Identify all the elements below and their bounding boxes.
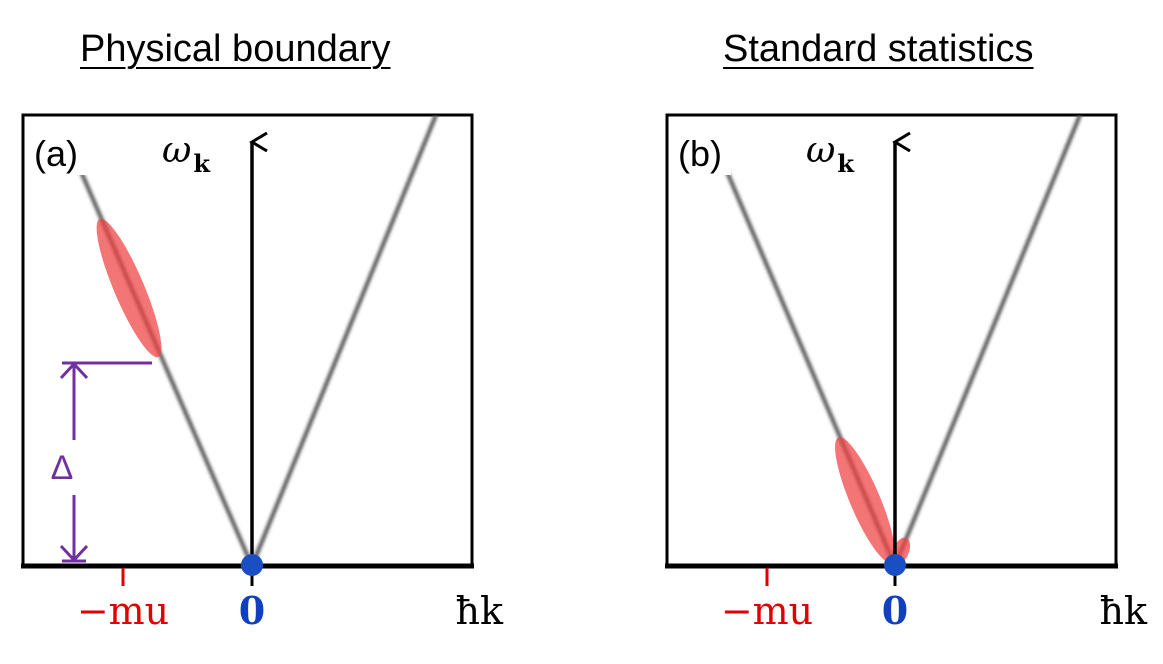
panel-b-x-axis-label: ħk (1100, 589, 1148, 633)
panel-b-neg-tick-label: −mu (721, 589, 813, 633)
panel-a-zero-label: 0 (239, 588, 265, 633)
panel-b: (b) ωk −mu 0 ħk (665, 113, 1148, 633)
panel-b-frame (665, 113, 1118, 568)
panel-a-origin-point (241, 554, 263, 576)
panel-a-label-bg (25, 117, 87, 175)
panel-b-title: Standard statistics (723, 28, 1034, 70)
panel-a-label: (a) (34, 133, 78, 174)
panel-b-label-bg (669, 117, 731, 175)
panel-b-origin-point (884, 554, 906, 576)
panel-a: Δ (a) ωk −mu 0 ħk (21, 113, 504, 633)
panel-a-x-axis-label: ħk (456, 589, 504, 633)
panel-b-y-axis-label: ωk (806, 130, 855, 178)
panel-b-distribution-ellipse (835, 437, 895, 563)
panel-a-title: Physical boundary (80, 28, 391, 70)
panel-a-gap-label: Δ (51, 449, 74, 487)
panel-a-y-axis-label: ωk (162, 130, 211, 178)
panel-a-neg-tick-label: −mu (77, 589, 169, 633)
panel-b-label: (b) (678, 133, 722, 174)
panel-a-dispersion-right (250, 115, 438, 566)
panel-a-frame (21, 113, 474, 568)
panel-a-distribution-ellipse (96, 218, 162, 358)
panel-b-zero-label: 0 (882, 588, 908, 633)
panel-a-gap-marker (59, 361, 152, 563)
panel-b-dispersion-right (893, 115, 1082, 566)
